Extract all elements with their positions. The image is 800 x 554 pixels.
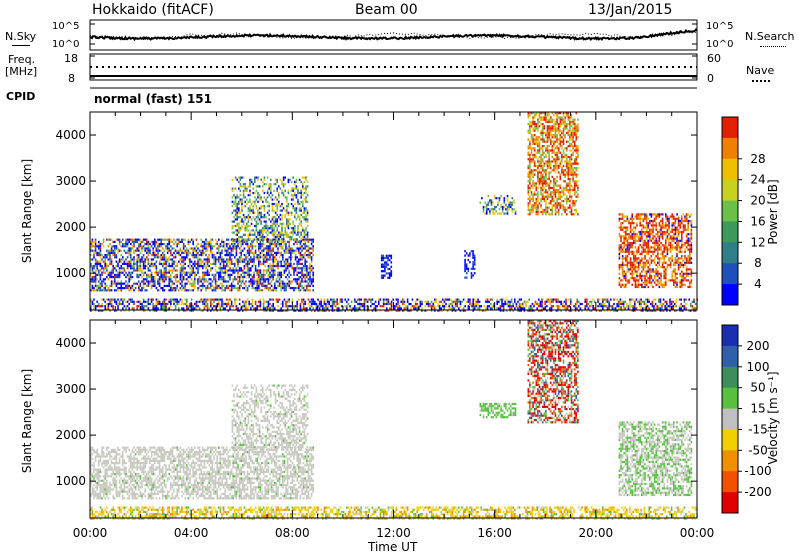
nsearch-label: N.Search — [745, 30, 795, 43]
x-tick-label: 20:00 — [579, 526, 614, 540]
date-title: 13/Jan/2015 — [588, 2, 673, 18]
y-tick-label: 1000 — [55, 474, 86, 488]
velocity-colorbar-swatch — [722, 429, 738, 451]
velocity-colorbar-tick-label: 100 — [747, 360, 770, 374]
freq-tick-high: 18 — [64, 52, 78, 65]
velocity-colorbar-swatch — [722, 408, 738, 430]
power-colorbar-swatch — [722, 158, 738, 181]
nsky-line-key — [12, 45, 30, 46]
x-tick-label: 00:00 — [680, 526, 715, 540]
x-axis-label: Time UT — [368, 540, 418, 554]
freq-tick-low: 8 — [68, 72, 75, 85]
nsky-label: N.Sky — [5, 30, 37, 43]
power-colorbar-tick-label: 28 — [750, 152, 765, 166]
x-tick-label: 04:00 — [174, 526, 209, 540]
velocity-colorbar-swatch — [722, 450, 738, 472]
y-tick-label: 3000 — [55, 382, 86, 396]
power-heatmap-cells — [90, 112, 698, 312]
velocity-colorbar-tick-label: -100 — [744, 464, 771, 478]
radar-title: Hokkaido (fitACF) — [92, 2, 214, 18]
nsky-line — [89, 27, 698, 42]
power-colorbar-swatch — [722, 179, 738, 202]
power-colorbar-tick-label: 16 — [750, 214, 765, 228]
power-colorbar-tick-label: 4 — [754, 277, 762, 291]
nave-tick-low: 0 — [707, 72, 714, 85]
velocity-colorbar-tick-label: -200 — [744, 485, 771, 499]
velocity-colorbar-swatch — [722, 325, 738, 347]
y-tick-label: 4000 — [55, 128, 86, 142]
vel-heatmap-cells — [90, 320, 698, 520]
velocity-colorbar-swatch — [722, 366, 738, 389]
velocity-colorbar-tick-label: -15 — [748, 422, 768, 436]
power-colorbar-tick-label: 20 — [750, 194, 765, 208]
power-colorbar-frame — [721, 116, 739, 306]
power-colorbar-swatch — [722, 221, 738, 243]
nsearch-tick-low: 10^0 — [706, 39, 734, 50]
velocity-colorbar-tick-label: 200 — [747, 339, 770, 353]
y-tick-label: 2000 — [55, 428, 86, 442]
cpid-label: CPID — [6, 90, 36, 103]
nsky-panel-frame — [89, 19, 698, 51]
beam-title: Beam 00 — [355, 2, 418, 18]
x-tick-label: 00:00 — [73, 526, 108, 540]
velocity-colorbar-swatch — [722, 492, 738, 514]
nave-label: Nave — [746, 64, 775, 77]
y-tick-label: 2000 — [55, 220, 86, 234]
power-colorbar-tick-label: 12 — [750, 235, 765, 249]
power-colorbar-swatch — [722, 242, 738, 264]
power-colorbar-tick-label: 24 — [750, 173, 765, 187]
x-tick-label: 08:00 — [275, 526, 310, 540]
velocity-colorbar-swatch — [722, 345, 738, 368]
power-colorbar-swatch — [722, 137, 738, 160]
vel-panel-frame — [89, 319, 698, 519]
y-tick-label: 1000 — [55, 266, 86, 280]
nave-line-key — [752, 80, 770, 82]
nsky-tick-low: 10^0 — [52, 39, 80, 50]
power-colorbar-swatch — [722, 284, 738, 306]
cpid-value: normal (fast) 151 — [94, 92, 212, 106]
x-tick-label: 16:00 — [477, 526, 512, 540]
velocity-colorbar-swatch — [722, 471, 738, 493]
nsearch-line-key — [760, 46, 786, 47]
x-tick-label: 12:00 — [376, 526, 411, 540]
velocity-colorbar-tick-label: 15 — [750, 402, 765, 416]
freq-label: Freq. — [8, 53, 36, 66]
freq-unit: [MHz] — [5, 65, 38, 78]
nsearch-tick-high: 10^5 — [706, 21, 734, 32]
power-colorbar-swatch — [722, 263, 738, 285]
velocity-colorbar-frame — [721, 324, 739, 514]
y-tick-label: 3000 — [55, 174, 86, 188]
power-colorbar-swatch — [722, 117, 738, 139]
velocity-colorbar-tick-label: -50 — [748, 443, 768, 457]
nsky-tick-high: 10^5 — [52, 21, 80, 32]
nsearch-line — [89, 31, 698, 40]
power-colorbar-swatch — [722, 200, 738, 222]
velocity-colorbar-tick-label: 50 — [750, 381, 765, 395]
nave-tick-high: 60 — [707, 52, 721, 65]
y-tick-label: 4000 — [55, 336, 86, 350]
power-colorbar-tick-label: 8 — [754, 256, 762, 270]
velocity-colorbar-swatch — [722, 387, 738, 410]
